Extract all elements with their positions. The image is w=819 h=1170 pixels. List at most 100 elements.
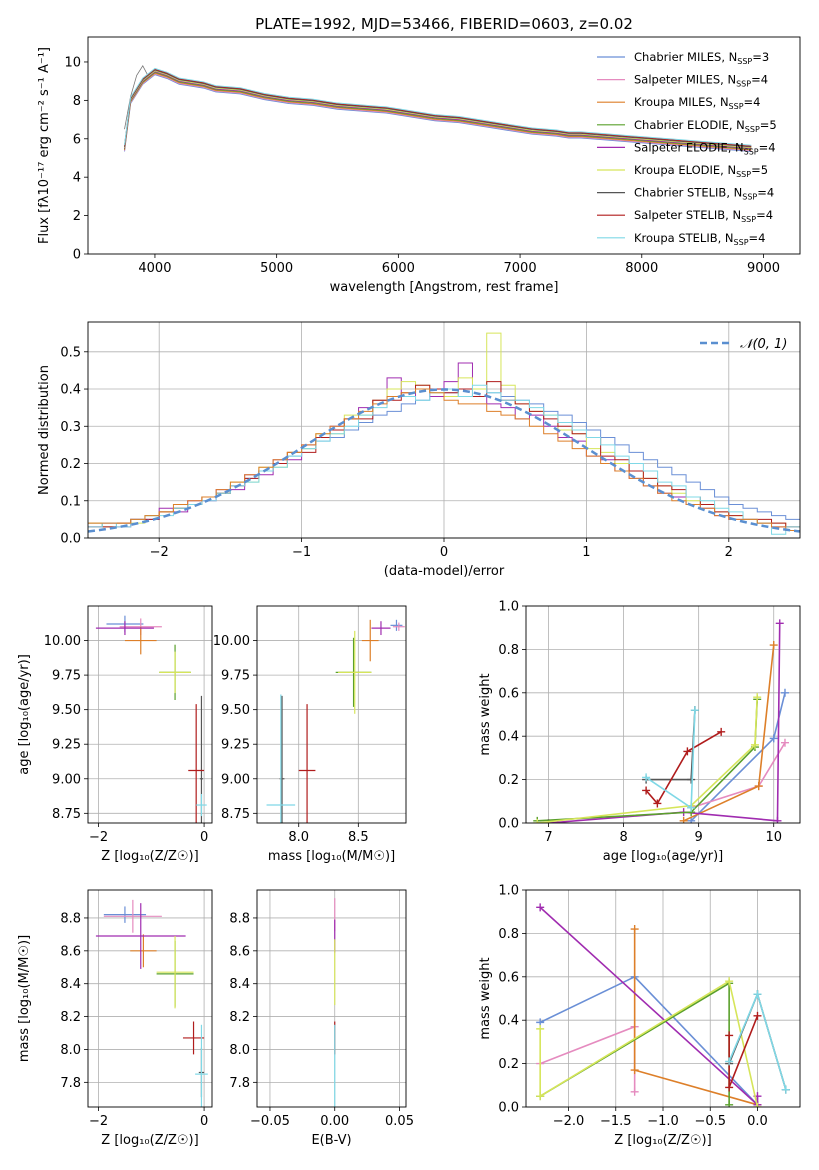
x-tick-label: 6000 (382, 261, 415, 276)
spectrum-model-line (124, 71, 752, 150)
y-axis-label: mass weight (478, 673, 493, 755)
legend-label-text: Salpeter STELIB, N (634, 208, 741, 222)
y-tick-label: 8.0 (60, 1043, 81, 1058)
y-tick-label: 9.75 (52, 669, 81, 684)
axes-frame (525, 605, 801, 824)
legend-label-count: =3 (752, 50, 769, 64)
y-tick-label: 4 (73, 171, 81, 186)
y-tick-label: 10.00 (44, 634, 81, 649)
legend-label: Kroupa MILES, NSSP=4 (634, 95, 760, 111)
plot-area-spectrum (124, 65, 752, 152)
x-tick-label: −1.0 (647, 1114, 679, 1129)
weight-marker (679, 816, 688, 823)
y-tick-label: 0.0 (498, 1101, 519, 1116)
y-tick-label: 7.8 (229, 1076, 250, 1091)
weight-marker (690, 706, 699, 715)
legend-label-text: Salpeter ELODIE, N (634, 140, 744, 154)
x-tick-label: −1.5 (600, 1114, 632, 1129)
y-tick-label: 0.8 (498, 927, 519, 942)
y-axis-label: mass [log₁₀(M/M☉)] (17, 935, 32, 1062)
legend-label-text: Kroupa STELIB, N (634, 231, 734, 245)
y-tick-label: 8.75 (52, 807, 81, 822)
x-tick-label: −0.5 (694, 1114, 726, 1129)
weight-marker (630, 1087, 639, 1096)
axes-frame (87, 889, 213, 1108)
x-tick-label: 0.00 (320, 1114, 349, 1129)
spectrum-model-line (124, 69, 752, 148)
weight-line (690, 692, 786, 822)
spectrum-model-line (124, 74, 752, 152)
panel-mass_vs_ebv: −0.05 0.00 0.05 7.8 8.0 8.2 8.4 8.6 8.8 E(B-V) (229, 889, 414, 1148)
weight-marker (725, 1031, 734, 1040)
weight-marker (754, 782, 763, 791)
y-tick-label: 2 (73, 209, 81, 224)
gaussian-curve (88, 388, 800, 533)
legend-label-text: Kroupa MILES, N (634, 95, 729, 109)
x-tick-label: 0.05 (385, 1114, 414, 1129)
legend-label-text: Kroupa ELODIE, N (634, 163, 736, 177)
legend-label-subscript: SSP (734, 238, 749, 247)
axes-frame (87, 321, 801, 539)
legend-label-count: =4 (757, 186, 774, 200)
legend-label-subscript: SSP (729, 102, 744, 111)
y-tick-label: 0.4 (498, 730, 519, 745)
weight-marker (642, 773, 651, 782)
x-axis-label: Z [log₁₀(Z/Z☉)] (101, 1133, 198, 1148)
panel-age_vs_Z: −2 0 8.75 9.00 9.25 9.50 9.75 10.00 Z [log₁₀(Z/Z… (17, 605, 213, 864)
y-tick-label: 6 (73, 132, 81, 147)
y-tick-label: 10.00 (213, 634, 250, 649)
y-tick-label: 8.6 (60, 944, 81, 959)
weight-line (537, 697, 759, 823)
weight-marker (642, 786, 651, 795)
axes-frame (525, 889, 801, 1108)
y-tick-label: 8.2 (229, 1010, 250, 1025)
spectrum-model-line (124, 71, 752, 149)
x-tick-label: 0 (200, 1114, 208, 1129)
x-axis-label: E(B-V) (311, 1133, 351, 1148)
x-tick-label: 4000 (138, 261, 171, 276)
y-tick-label: 0.4 (60, 383, 81, 398)
y-tick-label: 1.0 (498, 600, 519, 615)
weight-line (633, 929, 758, 1106)
weight-line (548, 623, 781, 823)
legend-label-count: =4 (744, 95, 761, 109)
x-tick-label: 0 (200, 830, 208, 845)
axes-frame (256, 605, 407, 824)
x-axis-label: age [log₁₀(age/yr)] (603, 849, 724, 864)
y-tick-label: 10 (64, 55, 81, 70)
plot-area-residual_hist (88, 332, 800, 535)
legend-label-subscript: SSP (742, 193, 757, 202)
y-tick-label: 8.8 (60, 911, 81, 926)
y-tick-label: 1.0 (498, 884, 519, 899)
legend-label-count: =4 (756, 208, 773, 222)
legend-label-count: =5 (760, 118, 777, 132)
weight-line (539, 979, 759, 1107)
x-tick-label: 8.5 (348, 830, 369, 845)
weight-marker (630, 925, 639, 934)
weight-marker (725, 1100, 734, 1107)
x-tick-label: 9 (695, 830, 703, 845)
weight-line (683, 644, 775, 822)
legend-label: Chabrier MILES, NSSP=3 (634, 50, 769, 66)
weight-marker (717, 727, 726, 736)
axes-frame (87, 605, 213, 824)
weight-line (645, 731, 722, 805)
y-tick-label: 0.6 (498, 970, 519, 985)
weight-marker (687, 775, 696, 784)
weight-marker (725, 977, 734, 986)
legend-label-subscript: SSP (736, 170, 751, 179)
legend-label-text: Chabrier ELODIE, N (634, 118, 745, 132)
weight-marker (630, 1066, 639, 1075)
y-tick-label: 8.2 (60, 1010, 81, 1025)
weight-marker (750, 740, 759, 749)
x-tick-label: 5000 (260, 261, 293, 276)
weight-marker (536, 903, 545, 912)
legend-label-text: Chabrier STELIB, N (634, 186, 742, 200)
panel-spectrum: 4000 5000 6000 7000 8000 9000 0 2 4 6 8 10 Chabrier … (37, 36, 801, 295)
weight-marker (725, 1057, 734, 1066)
legend-label-count: =5 (751, 163, 768, 177)
legend-label-subscript: SSP (736, 80, 751, 89)
plot-area-age_vs_mass (266, 619, 405, 823)
y-tick-label: 9.25 (52, 738, 81, 753)
